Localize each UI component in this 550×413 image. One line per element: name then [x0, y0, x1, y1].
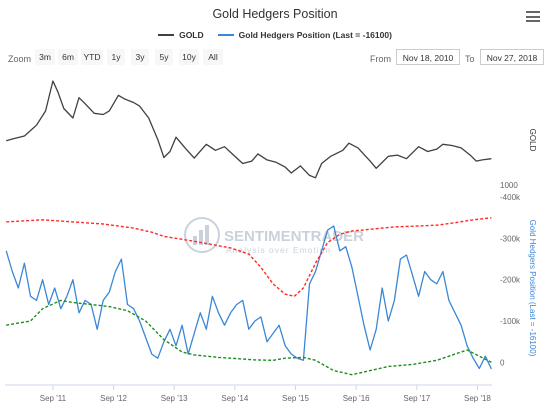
x-tick-label-5: Sep '16	[343, 394, 370, 403]
zoom-button-5y[interactable]: 5y	[155, 49, 173, 65]
to-date-input[interactable]: Nov 27, 2018	[480, 49, 544, 65]
x-tick-label-0: Sep '11	[40, 394, 67, 403]
watermark-title: SENTIMENTRADER	[224, 228, 364, 245]
zoom-button-1y[interactable]: 1y	[107, 49, 125, 65]
y-tick-label-p0-0: 1000	[500, 181, 518, 190]
legend-swatch-hedgers	[217, 34, 234, 36]
y-tick-label-p1-1: -300k	[500, 234, 521, 243]
x-tick-label-2: Sep '13	[161, 394, 188, 403]
hedgers-axis-title: Gold Hedgers Position (Last = -16100)	[528, 220, 537, 357]
hamburger-menu-icon[interactable]	[526, 11, 540, 22]
legend-item-gold[interactable]: GOLD	[158, 30, 204, 40]
gold-axis-title: GOLD	[528, 129, 537, 152]
legend-item-hedgers[interactable]: Gold Hedgers Position (Last = -16100)	[217, 30, 392, 40]
legend: GOLD Gold Hedgers Position (Last = -1610…	[0, 30, 550, 40]
series-line-gold	[6, 80, 492, 179]
x-tick-label-6: Sep '17	[403, 394, 430, 403]
from-date-input[interactable]: Nov 18, 2010	[396, 49, 460, 65]
series-line-band-lower	[6, 299, 492, 376]
y-tick-label-p1-3: -100k	[500, 317, 521, 326]
y-tick-label-p1-4: 0	[500, 358, 505, 367]
y-tick-label-p1-2: -200k	[500, 276, 521, 285]
zoom-button-ytd[interactable]: YTD	[81, 49, 103, 65]
to-label: To	[465, 54, 475, 64]
zoom-label: Zoom	[8, 54, 32, 64]
series-line-band-upper	[6, 217, 492, 297]
from-label: From	[370, 54, 391, 64]
x-tick-label-4: Sep '15	[282, 394, 309, 403]
x-tick-label-3: Sep '14	[221, 394, 248, 403]
bar-chart-logo-icon	[184, 217, 220, 253]
legend-swatch-gold	[158, 34, 175, 36]
zoom-button-6m[interactable]: 6m	[58, 49, 78, 65]
x-tick-label-7: Sep '18	[464, 394, 491, 403]
series-line-gold-hedgers-position-last-16100	[5, 225, 492, 370]
legend-label-gold: GOLD	[179, 30, 204, 40]
zoom-button-10y[interactable]: 10y	[179, 49, 199, 65]
watermark-subtitle: Analysis over Emotion	[226, 245, 331, 255]
x-tick-label-1: Sep '12	[100, 394, 127, 403]
chart-title: Gold Hedgers Position	[212, 7, 338, 21]
legend-label-hedgers: Gold Hedgers Position (Last = -16100)	[238, 30, 392, 40]
y-tick-label-p1-0: -400k	[500, 193, 521, 202]
zoom-button-3y[interactable]: 3y	[131, 49, 149, 65]
zoom-button-all[interactable]: All	[203, 49, 223, 65]
zoom-button-3m[interactable]: 3m	[35, 49, 55, 65]
